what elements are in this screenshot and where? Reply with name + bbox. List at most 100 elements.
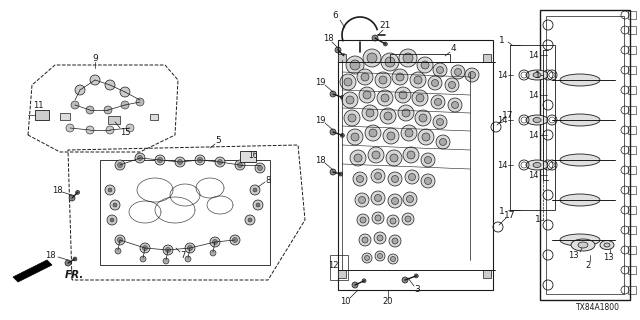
Text: 10: 10: [340, 298, 350, 307]
Circle shape: [359, 87, 375, 103]
Circle shape: [388, 194, 402, 208]
Circle shape: [237, 163, 243, 167]
Circle shape: [354, 154, 362, 162]
Circle shape: [412, 90, 428, 106]
Circle shape: [362, 253, 372, 263]
Circle shape: [365, 125, 381, 141]
Circle shape: [155, 155, 165, 165]
Circle shape: [416, 94, 424, 102]
Circle shape: [362, 237, 368, 243]
Circle shape: [371, 169, 385, 183]
Circle shape: [365, 255, 369, 260]
Ellipse shape: [560, 234, 600, 246]
Circle shape: [448, 98, 462, 112]
Circle shape: [330, 129, 336, 135]
Circle shape: [410, 72, 426, 88]
Circle shape: [120, 87, 130, 97]
Circle shape: [71, 101, 79, 109]
Circle shape: [403, 53, 413, 63]
Circle shape: [436, 118, 444, 125]
Text: 17: 17: [502, 110, 514, 119]
Circle shape: [359, 234, 371, 246]
Circle shape: [65, 260, 71, 266]
Circle shape: [436, 67, 444, 74]
Circle shape: [185, 243, 195, 253]
Circle shape: [330, 169, 336, 175]
Circle shape: [414, 274, 419, 278]
Bar: [628, 146, 636, 154]
Circle shape: [403, 147, 419, 163]
Circle shape: [440, 139, 447, 146]
Circle shape: [465, 68, 479, 82]
Circle shape: [424, 156, 431, 164]
Text: 1: 1: [535, 70, 541, 79]
Circle shape: [374, 172, 381, 180]
Circle shape: [69, 195, 75, 201]
Bar: [628, 11, 636, 19]
Circle shape: [431, 95, 445, 109]
Ellipse shape: [560, 194, 600, 206]
Circle shape: [351, 133, 359, 141]
Circle shape: [468, 71, 476, 78]
Circle shape: [256, 203, 260, 207]
Text: FR.: FR.: [65, 270, 84, 280]
Circle shape: [392, 69, 408, 85]
Bar: [628, 26, 636, 34]
Circle shape: [163, 245, 173, 255]
Text: 5: 5: [215, 135, 221, 145]
Circle shape: [384, 112, 392, 120]
Ellipse shape: [533, 163, 541, 167]
Circle shape: [390, 154, 398, 162]
Circle shape: [138, 156, 143, 161]
Text: 1: 1: [535, 215, 541, 225]
Text: 14: 14: [528, 171, 538, 180]
Circle shape: [210, 237, 220, 247]
Circle shape: [374, 232, 386, 244]
Circle shape: [250, 185, 260, 195]
Circle shape: [357, 69, 373, 85]
Circle shape: [392, 175, 399, 182]
Bar: [628, 86, 636, 94]
Circle shape: [366, 109, 374, 117]
Circle shape: [406, 196, 413, 203]
Bar: [628, 246, 636, 254]
Ellipse shape: [533, 117, 541, 123]
Circle shape: [248, 218, 252, 222]
Circle shape: [107, 215, 117, 225]
Circle shape: [428, 76, 442, 90]
Circle shape: [235, 160, 245, 170]
Circle shape: [361, 73, 369, 81]
Circle shape: [367, 53, 377, 63]
Circle shape: [415, 110, 431, 126]
Circle shape: [445, 78, 459, 92]
Circle shape: [387, 215, 399, 227]
Circle shape: [118, 163, 122, 167]
Circle shape: [372, 35, 378, 41]
Circle shape: [195, 155, 205, 165]
Circle shape: [357, 214, 369, 226]
Circle shape: [230, 235, 240, 245]
Circle shape: [399, 91, 407, 99]
Circle shape: [386, 150, 402, 166]
Text: 18: 18: [52, 186, 62, 195]
Circle shape: [392, 238, 398, 244]
Text: 6: 6: [332, 11, 338, 20]
Circle shape: [166, 247, 170, 252]
Circle shape: [115, 160, 125, 170]
Ellipse shape: [526, 70, 548, 80]
Circle shape: [136, 98, 144, 106]
Circle shape: [348, 114, 356, 122]
Ellipse shape: [600, 241, 614, 250]
Text: 19: 19: [315, 116, 325, 124]
Text: 11: 11: [33, 100, 44, 109]
Circle shape: [402, 213, 414, 225]
Ellipse shape: [560, 114, 600, 126]
Text: 18: 18: [45, 251, 55, 260]
Circle shape: [388, 172, 402, 186]
Text: 12: 12: [328, 260, 339, 269]
Circle shape: [330, 91, 336, 97]
Bar: [483, 270, 491, 278]
Polygon shape: [13, 260, 52, 282]
Text: 15: 15: [120, 127, 131, 137]
Bar: [628, 166, 636, 174]
